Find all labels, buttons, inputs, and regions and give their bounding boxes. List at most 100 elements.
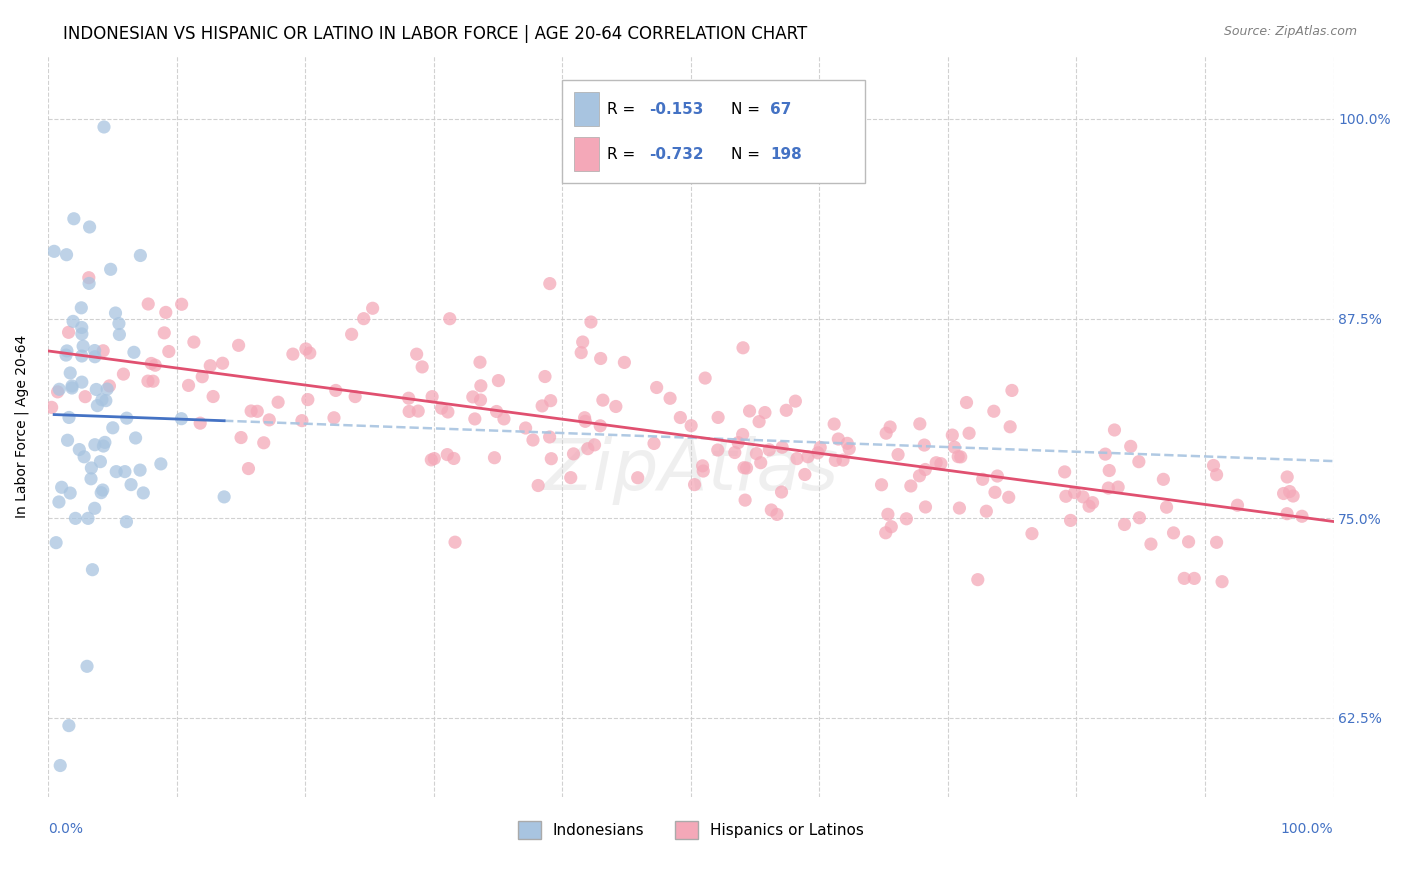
Point [761,503,783,517]
Point [955,395,977,409]
Point [1128,455,1150,469]
Point [808,441,831,455]
Point [948,501,970,516]
Y-axis label: In Labor Force | Age 20-64: In Labor Force | Age 20-64 [15,334,30,518]
Point [486,374,509,388]
Point [534,369,557,384]
Point [560,470,582,484]
Point [91,343,114,358]
Point [191,369,214,384]
Point [77,270,100,285]
Point [1119,439,1142,453]
Point [132,486,155,500]
Point [461,390,484,404]
Point [323,410,346,425]
Point [997,490,1019,504]
Point [707,443,730,458]
Point [870,477,893,491]
Point [55,348,77,362]
Point [1291,509,1313,524]
Point [443,451,465,466]
Point [1059,513,1081,527]
Point [998,419,1021,434]
Point [104,306,127,320]
Point [86,399,108,413]
Point [1226,498,1249,512]
Point [1177,534,1199,549]
Point [45,535,67,549]
Point [569,345,592,359]
Point [41,401,63,415]
Point [344,390,367,404]
Point [797,450,820,464]
Point [75,390,97,404]
Point [90,392,112,407]
Point [807,446,830,460]
Point [485,404,508,418]
Point [229,431,252,445]
Point [70,320,93,334]
Point [983,404,1005,418]
Point [353,311,375,326]
Point [77,511,100,525]
Point [62,314,84,328]
Point [793,467,815,482]
Point [246,404,269,418]
Point [571,334,593,349]
Point [1163,525,1185,540]
Point [79,219,101,234]
Point [468,355,491,369]
Point [291,414,314,428]
Point [531,399,554,413]
Point [188,416,211,430]
Point [683,477,706,491]
Point [76,659,98,673]
Point [298,346,321,360]
Point [58,718,80,732]
Text: 100.0%: 100.0% [1281,822,1333,837]
Point [58,326,80,340]
Point [785,394,807,409]
Point [257,413,280,427]
Point [253,435,276,450]
Point [361,301,384,316]
Point [202,390,225,404]
Point [80,461,103,475]
Point [1107,480,1129,494]
Point [90,485,112,500]
Point [643,436,665,450]
Point [51,480,73,494]
Point [914,462,936,476]
Point [1128,510,1150,524]
Point [60,379,83,393]
Point [538,430,561,444]
Point [340,327,363,342]
Point [731,427,754,442]
Text: N =: N = [731,146,765,161]
Point [925,456,948,470]
Point [943,440,966,454]
Text: 0.0%: 0.0% [48,822,83,837]
Point [55,248,77,262]
Point [77,277,100,291]
Point [574,414,596,428]
Point [444,535,467,549]
Text: R =: R = [607,146,641,161]
Point [1114,517,1136,532]
Point [411,359,433,374]
Point [112,367,135,381]
Point [80,472,103,486]
Point [692,464,714,478]
Point [56,434,79,448]
Point [94,393,117,408]
Point [157,344,180,359]
Point [731,341,754,355]
Point [766,508,789,522]
Point [1272,486,1295,500]
Point [748,415,770,429]
Point [540,451,562,466]
Point [1282,489,1305,503]
Point [115,515,138,529]
Point [405,347,427,361]
Point [745,447,768,461]
